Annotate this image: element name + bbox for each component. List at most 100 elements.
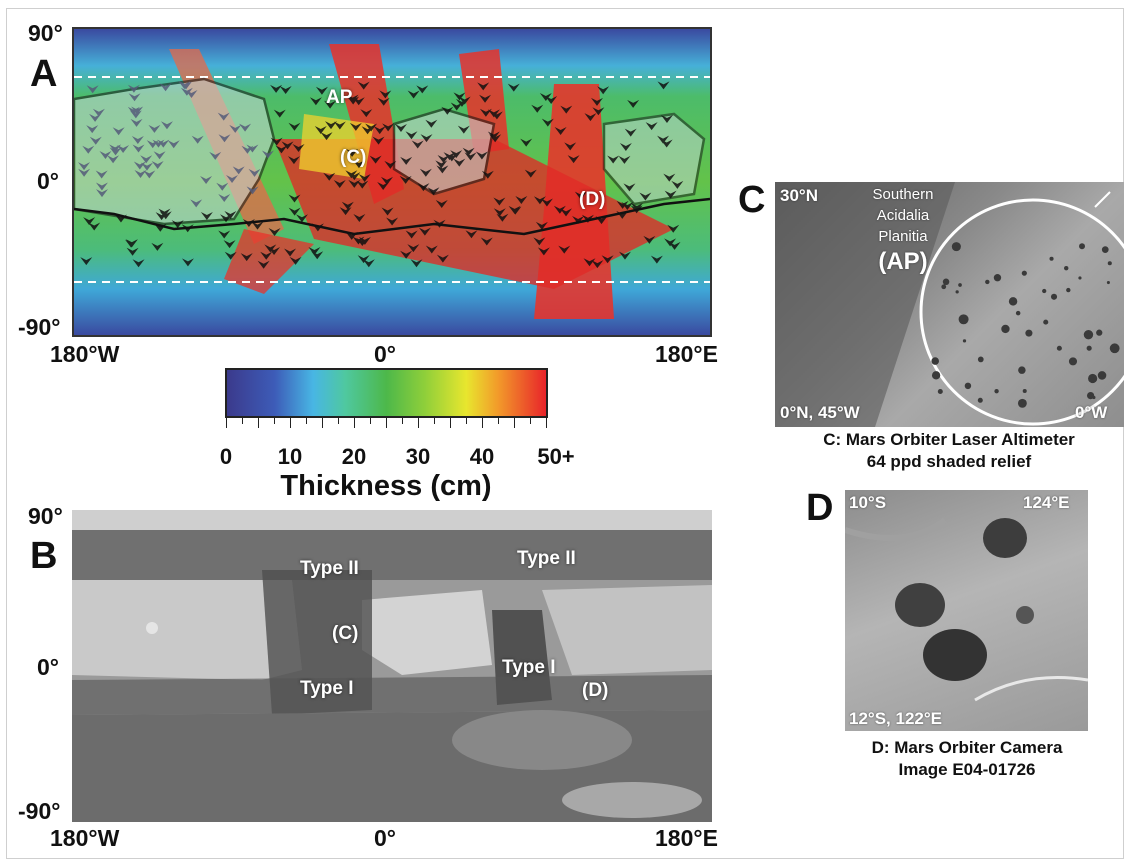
wind-arrow-icon — [425, 245, 438, 254]
colorbar-tick-mark — [354, 418, 355, 428]
wind-arrow-icon — [132, 144, 145, 153]
colorbar-tick-30: 30 — [405, 444, 431, 469]
wind-arrow-icon — [200, 212, 213, 221]
crater-mark — [1050, 293, 1058, 300]
panel-b-letter: B — [30, 535, 58, 577]
wind-arrow-icon — [167, 140, 180, 149]
wind-arrow-icon — [288, 122, 301, 131]
wind-arrow-icon — [148, 124, 161, 133]
panel-a-thickness-map: AP (C) (D) — [72, 27, 712, 337]
wind-arrow-icon — [151, 242, 164, 251]
wind-arrow-icon — [465, 230, 478, 239]
crater-mark — [1022, 388, 1027, 393]
wind-arrow-icon — [88, 222, 101, 231]
panel-a-label-d: (D) — [579, 189, 606, 210]
colorbar-tick-mark — [274, 418, 275, 424]
colorbar-tick-mark — [514, 418, 515, 428]
wind-arrow-icon — [275, 145, 288, 154]
wind-arrow-icon — [152, 139, 165, 148]
wind-arrow-icon — [508, 205, 521, 214]
wind-arrow-icon — [95, 170, 108, 179]
wind-arrow-icon — [419, 168, 432, 177]
colorbar-tick-mark — [530, 418, 531, 424]
crater-mark — [993, 274, 1002, 282]
wind-arrow-icon — [179, 81, 192, 90]
wind-arrow-icon — [520, 138, 533, 147]
wind-arrow-icon — [361, 126, 374, 135]
wind-arrow-icon — [574, 191, 587, 200]
wind-arrow-icon — [410, 259, 423, 268]
wind-arrow-icon — [292, 144, 305, 153]
colorbar-tick-mark — [498, 418, 499, 424]
wind-arrow-icon — [533, 196, 546, 205]
wind-arrow-icon — [134, 170, 147, 179]
crater-mark — [1109, 343, 1120, 354]
wind-arrow-icon — [143, 170, 156, 179]
wind-arrow-icon — [480, 237, 493, 246]
wind-arrow-icon — [218, 230, 231, 239]
wind-arrow-icon — [200, 175, 213, 184]
panel-b-label-type1-right: Type I — [502, 657, 556, 678]
wind-arrow-icon — [601, 255, 614, 264]
wind-arrow-icon — [623, 183, 636, 192]
figure-frame — [6, 8, 1124, 859]
wind-arrow-icon — [657, 81, 670, 90]
wind-arrow-icon — [616, 200, 629, 209]
wind-arrow-icon — [567, 155, 580, 164]
wind-arrow-icon — [315, 86, 328, 95]
panel-a-label-ap: AP — [326, 87, 353, 108]
panel-c-corner-bl: 0°N, 45°W — [780, 403, 860, 422]
wind-arrow-icon — [627, 99, 640, 108]
wind-arrow-icon — [140, 162, 153, 171]
panel-a-lon-mid: 0° — [374, 341, 396, 367]
wind-arrow-icon — [224, 211, 237, 220]
wind-arrow-icon — [127, 84, 140, 93]
wind-arrow-icon — [560, 208, 573, 217]
colorbar-tick-50: 50+ — [537, 444, 575, 469]
wind-arrow-icon — [436, 254, 449, 263]
wind-arrow-icon — [246, 144, 259, 153]
crater-mark — [1068, 357, 1078, 366]
wind-arrow-icon — [583, 258, 596, 267]
thickness-colorbar — [225, 368, 548, 418]
wind-arrow-icon — [257, 260, 270, 269]
crater-mark — [1086, 345, 1092, 351]
wind-arrow-icon — [89, 113, 102, 122]
panel-c-caption-line1: C: Mars Orbiter Laser Altimeter — [823, 430, 1075, 449]
wind-arrow-icon — [541, 118, 554, 127]
wind-arrow-icon — [489, 134, 502, 143]
wind-arrow-icon — [114, 214, 127, 223]
wind-arrow-icon — [618, 251, 631, 260]
panel-b-label-type1-left: Type I — [300, 678, 354, 699]
wind-arrow-icon — [95, 189, 108, 198]
wind-arrow-icon — [346, 148, 359, 157]
wind-arrow-icon — [226, 174, 239, 183]
wind-arrow-icon — [668, 241, 681, 250]
wind-arrow-icon — [92, 108, 105, 117]
wind-arrow-icon — [581, 214, 594, 223]
crater-mark — [1021, 270, 1027, 276]
wind-arrow-icon — [531, 104, 544, 113]
panel-c-corner-tl: 30°N — [780, 186, 818, 205]
wind-arrow-icon — [341, 201, 354, 210]
wind-arrow-icon — [607, 155, 620, 164]
wind-arrow-icon — [443, 152, 456, 161]
wind-arrow-icon — [251, 221, 264, 230]
wind-arrow-icon — [288, 207, 301, 216]
panel-b-lat-bottom: -90° — [18, 798, 61, 824]
crater-mark — [994, 388, 999, 394]
panel-b-lon-right: 180°E — [655, 825, 718, 851]
panel-c-image-graphic — [775, 182, 1124, 427]
colorbar-tick-mark — [226, 418, 227, 428]
wind-arrow-icon — [591, 260, 604, 269]
crater-mark — [951, 242, 961, 252]
wind-arrow-icon — [377, 97, 390, 106]
colorbar-tick-mark — [258, 418, 259, 428]
wind-arrow-icon — [553, 205, 566, 214]
wind-arrow-icon — [380, 176, 393, 185]
wind-arrow-icon — [146, 140, 159, 149]
wind-arrow-icon — [417, 183, 430, 192]
panel-d-corner-bl: 12°S, 122°E — [849, 709, 942, 728]
panel-c-corner-br: 0°W — [1075, 403, 1108, 422]
wind-arrow-icon — [288, 194, 301, 203]
